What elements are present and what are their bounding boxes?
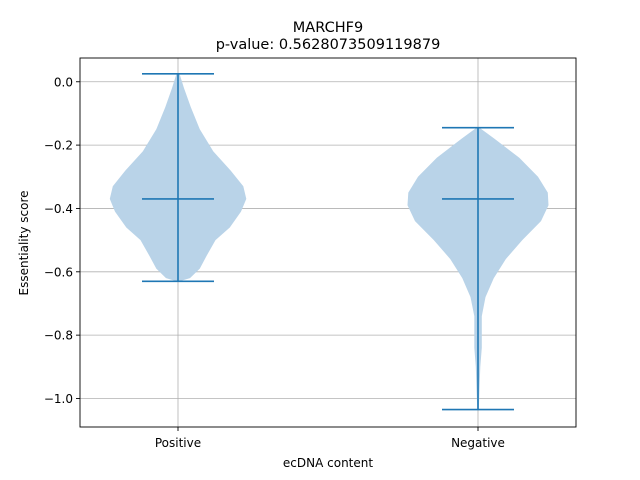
chart-title: MARCHF9 [293, 20, 363, 36]
y-tick-label-5: −1.0 [44, 392, 73, 406]
plot-frame [79, 57, 577, 428]
y-tick-label-0: 0.0 [54, 75, 73, 89]
chart-subtitle: p-value: 0.5628073509119879 [216, 37, 441, 53]
axes: 0.0 −0.2 −0.4 −0.6 −0.8 −1.0 Positive Negative [44, 57, 577, 450]
y-tick-label-1: −0.2 [44, 139, 73, 153]
x-tick-label-negative: Negative [451, 436, 505, 450]
x-tick-label-positive: Positive [155, 436, 201, 450]
x-axis-label: ecDNA content [283, 456, 373, 470]
violins [109, 73, 549, 411]
y-tick-label-3: −0.6 [44, 265, 73, 279]
y-tick-label-2: −0.4 [44, 202, 73, 216]
y-axis-label: Essentiality score [17, 191, 31, 296]
y-tick-label-4: −0.8 [44, 329, 73, 343]
